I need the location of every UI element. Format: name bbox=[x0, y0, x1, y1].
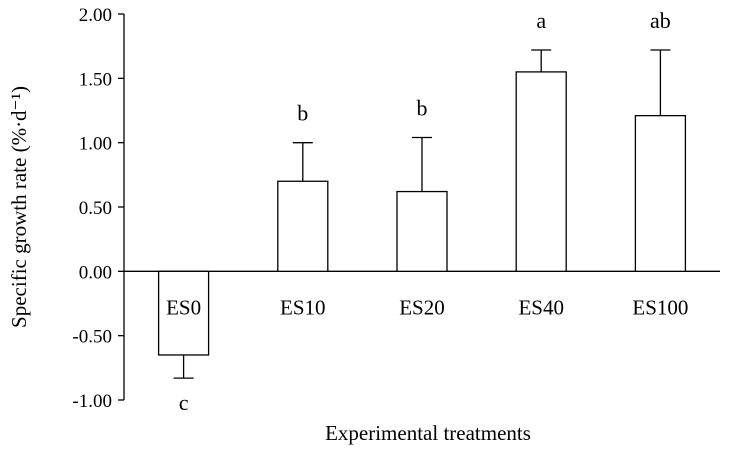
y-tick-label: -1.00 bbox=[72, 391, 112, 412]
significance-label: b bbox=[417, 96, 428, 121]
y-tick-label: 2.00 bbox=[79, 5, 112, 26]
bar bbox=[396, 190, 448, 272]
significance-label: a bbox=[536, 8, 546, 33]
category-label: ES40 bbox=[518, 295, 564, 319]
y-tick-label: 1.00 bbox=[79, 134, 112, 155]
x-axis-title: Experimental treatments bbox=[325, 421, 531, 445]
bar bbox=[157, 270, 210, 356]
bar bbox=[515, 71, 567, 272]
bar bbox=[634, 114, 687, 272]
category-label: ES20 bbox=[399, 295, 445, 319]
y-axis-title: Specific growth rate (%·d⁻¹) bbox=[7, 86, 31, 328]
category-label: ES10 bbox=[280, 295, 326, 319]
category-label: ES100 bbox=[632, 295, 688, 319]
y-tick-label: 0.50 bbox=[79, 198, 112, 219]
bar bbox=[277, 180, 329, 272]
significance-label: ab bbox=[650, 8, 671, 33]
y-tick-label: 1.50 bbox=[79, 69, 112, 90]
y-tick-label: 0.00 bbox=[79, 262, 112, 283]
category-label: ES0 bbox=[166, 295, 201, 319]
y-tick-label: -0.50 bbox=[72, 327, 112, 348]
y-axis: 2.00 1.50 1.00 0.50 0.00 -0.50 -1.00 bbox=[72, 5, 125, 412]
significance-label: c bbox=[179, 390, 189, 415]
significance-label: b bbox=[297, 101, 308, 126]
